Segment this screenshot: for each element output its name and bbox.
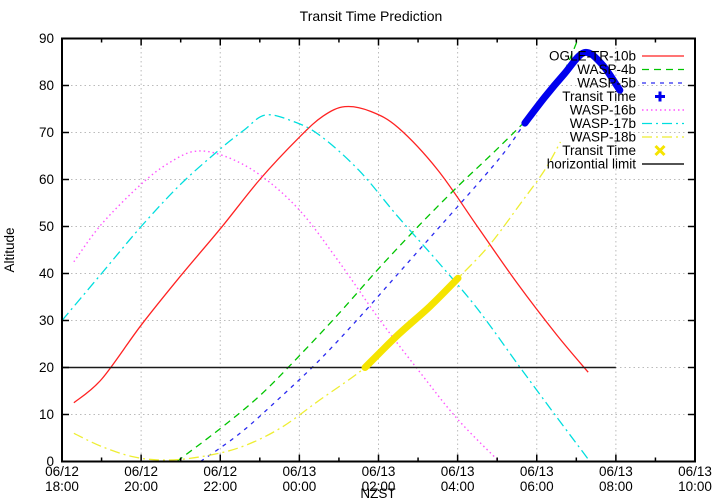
x-tick-label-date: 06/13 [362, 464, 396, 479]
legend-label: WASP-18b [570, 130, 636, 145]
x-tick-label-time: 08:00 [599, 479, 633, 494]
y-tick-label: 30 [39, 313, 54, 328]
x-tick-label-time: 04:00 [441, 479, 475, 494]
series-wasp-18b-curve [73, 141, 562, 461]
series-transit-time-markers [361, 274, 462, 371]
series-layer [61, 38, 624, 463]
x-tick-label-date: 06/13 [599, 464, 633, 479]
x-tick-label-date: 06/12 [203, 464, 237, 479]
legend-marker-plus-icon [655, 91, 665, 102]
x-tick-label-date: 06/13 [282, 464, 316, 479]
y-tick-label: 50 [39, 219, 54, 234]
x-tick-label-date: 06/12 [45, 464, 79, 479]
legend-row-transit-time: Transit Time [562, 89, 665, 104]
x-tick-label-date: 06/13 [520, 464, 554, 479]
legend-row-wasp-5b: WASP-5b [577, 76, 684, 91]
legend-marker-x-icon [654, 144, 666, 157]
chart-title: Transit Time Prediction [300, 8, 443, 24]
x-tick-label-time: 10:00 [678, 479, 712, 494]
legend-label: Transit Time [562, 143, 636, 158]
y-tick-label: 80 [39, 78, 54, 93]
x-tick-label-date: 06/13 [441, 464, 475, 479]
x-tick-label-time: 06:00 [520, 479, 554, 494]
y-axis-label: Altitude [2, 227, 17, 272]
legend-row-transit-time: Transit Time [562, 143, 666, 158]
x-tick-label-date: 06/12 [124, 464, 158, 479]
series-wasp-17b-curve [61, 114, 589, 460]
legend-row-wasp-4b: WASP-4b [577, 62, 684, 77]
y-tick-label: 0 [46, 454, 54, 469]
legend-label: Transit Time [562, 89, 636, 104]
x-tick-label-date: 06/13 [678, 464, 712, 479]
legend-row-wasp-18b: WASP-18b [570, 130, 684, 145]
legend-row-wasp-16b: WASP-16b [570, 103, 684, 118]
legend-label: WASP-17b [570, 116, 636, 131]
x-axis-label: NZST [360, 486, 395, 501]
series-ogle-tr-10b-curve [73, 105, 589, 404]
legend-label: WASP-4b [577, 62, 636, 77]
series-wasp-4b-curve [176, 38, 579, 463]
y-tick-label: 60 [39, 172, 54, 187]
legend-row-horizontial-limit: horizontial limit [547, 157, 684, 172]
y-tick-label: 90 [39, 31, 54, 46]
x-tick-label-time: 20:00 [124, 479, 158, 494]
legend-row-wasp-17b: WASP-17b [570, 116, 684, 131]
x-tick-label-time: 02:00 [362, 479, 396, 494]
legend-label: horizontial limit [547, 157, 637, 172]
y-tick-label: 10 [39, 407, 54, 422]
y-tick-label: 20 [39, 360, 54, 375]
series-transit-time-markers [521, 48, 624, 127]
series-wasp-5b-curve [200, 51, 621, 463]
legend-label: OGLE-TR-10b [549, 49, 636, 64]
x-tick-label-time: 22:00 [203, 479, 237, 494]
tick-label-layer: 06/1218:0006/1220:0006/1222:0006/1300:00… [39, 31, 712, 494]
x-tick-label-time: 00:00 [282, 479, 316, 494]
legend-row-ogle-tr-10b: OGLE-TR-10b [549, 49, 684, 64]
legend-label: WASP-5b [577, 76, 636, 91]
axis-layer [61, 37, 696, 463]
x-tick-label-time: 18:00 [45, 479, 79, 494]
legend-label: WASP-16b [570, 103, 636, 118]
series-wasp-16b-curve [73, 150, 500, 462]
y-tick-label: 40 [39, 266, 54, 281]
y-tick-label: 70 [39, 125, 54, 140]
